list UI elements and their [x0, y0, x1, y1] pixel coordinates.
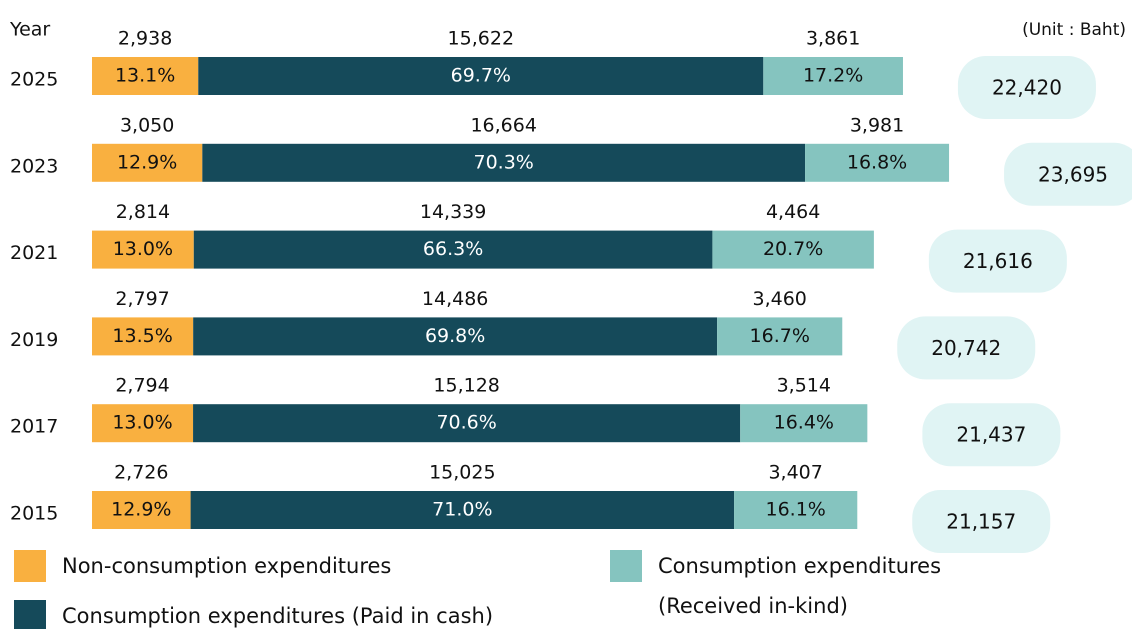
legend-swatch [14, 600, 46, 629]
bar-segment [92, 317, 194, 356]
bar-segment [193, 317, 718, 356]
bar-segment [805, 143, 950, 182]
total-pill [928, 229, 1067, 293]
value-label: 4,464 [766, 201, 820, 223]
legend-label: Consumption expenditures (Paid in cash) [62, 604, 494, 628]
total-label: 22,420 [992, 76, 1062, 100]
bar-segment [734, 491, 858, 529]
category-label: 2019 [10, 329, 58, 351]
category-label: 2023 [10, 155, 58, 177]
total-pill [957, 56, 1096, 119]
category-label: 2015 [10, 503, 58, 525]
percent-label: 16.1% [765, 499, 825, 521]
value-label: 2,814 [116, 201, 170, 223]
value-label: 3,861 [806, 28, 860, 50]
bar-segment [193, 230, 713, 269]
bar-segment [92, 491, 191, 529]
value-label: 15,128 [433, 375, 499, 397]
bar-segment [193, 404, 741, 443]
value-label: 15,622 [448, 28, 514, 50]
legend-swatch [14, 550, 46, 582]
value-label: 3,981 [850, 114, 904, 136]
value-label: 2,938 [118, 28, 172, 50]
legend-item: Consumption expenditures (Received in-ki… [610, 550, 988, 626]
total-label: 20,742 [931, 336, 1001, 360]
percent-label: 16.4% [774, 412, 834, 434]
legend-label: Consumption expenditures (Received in-ki… [658, 554, 942, 618]
percent-label: 70.6% [436, 412, 496, 434]
value-label: 2,797 [115, 288, 169, 310]
percent-label: 13.0% [112, 412, 172, 434]
bar-segment [92, 57, 199, 95]
value-label: 3,460 [752, 288, 806, 310]
percent-label: 69.8% [425, 325, 485, 347]
total-pill [1004, 142, 1132, 206]
percent-label: 69.7% [451, 65, 511, 87]
bar-segment [92, 404, 194, 443]
category-label: 2021 [10, 242, 58, 264]
percent-label: 13.0% [113, 238, 173, 260]
bar-segment [92, 143, 203, 182]
total-pill [912, 490, 1051, 553]
category-label: 2017 [10, 416, 58, 438]
bar-segment [712, 230, 874, 269]
legend-swatch [610, 550, 642, 582]
percent-label: 66.3% [423, 238, 483, 260]
percent-label: 17.2% [803, 65, 863, 87]
percent-label: 12.9% [111, 499, 171, 521]
bar-segment [92, 230, 194, 269]
percent-label: 16.8% [847, 151, 907, 173]
legend-item: Non-consumption expenditures [14, 550, 622, 586]
value-label: 3,514 [777, 375, 831, 397]
total-label: 23,695 [1038, 162, 1108, 186]
percent-label: 13.5% [112, 325, 172, 347]
value-label: 14,486 [422, 288, 488, 310]
total-pill [922, 403, 1061, 467]
percent-label: 16.7% [750, 325, 810, 347]
value-label: 16,664 [470, 114, 536, 136]
percent-label: 12.9% [117, 151, 177, 173]
value-label: 3,407 [768, 462, 822, 484]
year-label: Year [9, 19, 50, 41]
legend-item: Consumption expenditures (Paid in cash) [14, 600, 622, 629]
value-label: 15,025 [429, 462, 495, 484]
percent-label: 20.7% [763, 238, 823, 260]
value-label: 2,726 [114, 462, 168, 484]
bar-segment [190, 491, 735, 529]
bar-segment [740, 404, 868, 443]
bar-segment [198, 57, 764, 95]
bar-segment [202, 143, 806, 182]
bar-segment [763, 57, 903, 95]
total-pill [897, 316, 1036, 380]
legend-label: Non-consumption expenditures [62, 554, 392, 578]
percent-label: 70.3% [474, 151, 534, 173]
value-label: 2,794 [115, 375, 169, 397]
total-label: 21,157 [946, 510, 1016, 534]
total-label: 21,437 [956, 423, 1026, 447]
bar-segment [717, 317, 843, 356]
value-label: 14,339 [420, 201, 486, 223]
value-label: 3,050 [120, 114, 174, 136]
total-label: 21,616 [963, 249, 1033, 273]
category-label: 2025 [10, 69, 58, 91]
unit-label: (Unit : Baht) [1022, 20, 1126, 40]
percent-label: 71.0% [432, 499, 492, 521]
percent-label: 13.1% [115, 65, 175, 87]
